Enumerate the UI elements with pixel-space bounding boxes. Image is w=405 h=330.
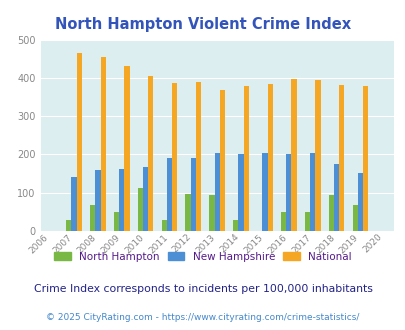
Bar <box>352 205 357 231</box>
Bar <box>161 220 166 231</box>
Text: © 2025 CityRating.com - https://www.cityrating.com/crime-statistics/: © 2025 CityRating.com - https://www.city… <box>46 313 359 322</box>
Bar <box>148 76 153 231</box>
Bar <box>291 79 296 231</box>
Bar <box>262 153 267 231</box>
Bar <box>267 84 272 231</box>
Bar <box>219 90 224 231</box>
Bar <box>77 52 82 231</box>
Bar <box>238 154 243 231</box>
Bar <box>143 167 148 231</box>
Bar <box>232 220 238 231</box>
Bar <box>119 169 124 231</box>
Text: North Hampton Violent Crime Index: North Hampton Violent Crime Index <box>55 17 350 32</box>
Bar <box>214 153 219 231</box>
Bar <box>185 194 190 231</box>
Bar <box>315 80 320 231</box>
Bar <box>95 170 100 231</box>
Text: Crime Index corresponds to incidents per 100,000 inhabitants: Crime Index corresponds to incidents per… <box>34 284 371 294</box>
Bar <box>333 164 338 231</box>
Bar <box>357 173 362 231</box>
Bar <box>190 158 196 231</box>
Bar <box>100 57 105 231</box>
Legend: North Hampton, New Hampshire, National: North Hampton, New Hampshire, National <box>50 248 355 266</box>
Bar <box>362 85 367 231</box>
Bar <box>243 86 248 231</box>
Bar <box>124 66 129 231</box>
Bar <box>71 178 77 231</box>
Bar <box>137 188 143 231</box>
Bar <box>280 212 286 231</box>
Bar <box>286 154 291 231</box>
Bar <box>66 220 71 231</box>
Bar <box>309 153 315 231</box>
Bar <box>113 212 119 231</box>
Bar <box>304 212 309 231</box>
Bar <box>90 205 95 231</box>
Bar <box>338 85 343 231</box>
Bar <box>328 195 333 231</box>
Bar <box>196 82 201 231</box>
Bar <box>209 195 214 231</box>
Bar <box>172 83 177 231</box>
Bar <box>166 158 172 231</box>
